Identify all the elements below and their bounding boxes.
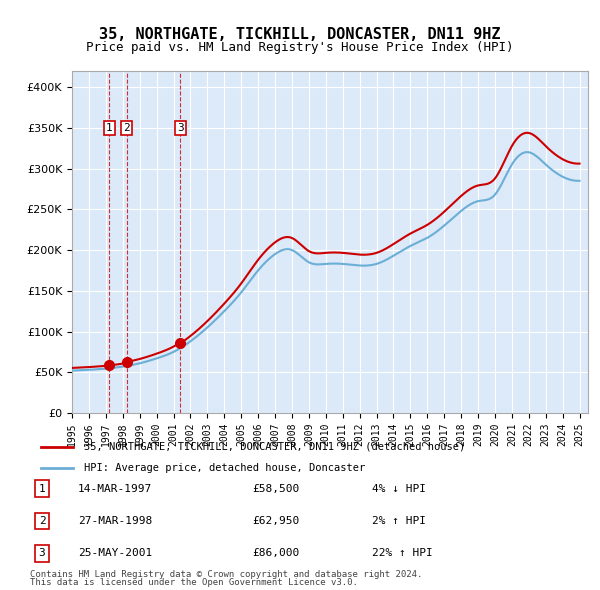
Text: 1: 1 bbox=[38, 484, 46, 493]
Text: 4% ↓ HPI: 4% ↓ HPI bbox=[372, 484, 426, 493]
Text: 35, NORTHGATE, TICKHILL, DONCASTER, DN11 9HZ (detached house): 35, NORTHGATE, TICKHILL, DONCASTER, DN11… bbox=[84, 442, 465, 452]
Text: Contains HM Land Registry data © Crown copyright and database right 2024.: Contains HM Land Registry data © Crown c… bbox=[30, 571, 422, 579]
Text: Price paid vs. HM Land Registry's House Price Index (HPI): Price paid vs. HM Land Registry's House … bbox=[86, 41, 514, 54]
Text: 2% ↑ HPI: 2% ↑ HPI bbox=[372, 516, 426, 526]
Text: 22% ↑ HPI: 22% ↑ HPI bbox=[372, 549, 433, 558]
Text: 3: 3 bbox=[177, 123, 184, 133]
Text: 27-MAR-1998: 27-MAR-1998 bbox=[78, 516, 152, 526]
Text: 3: 3 bbox=[38, 549, 46, 558]
Text: 1: 1 bbox=[106, 123, 113, 133]
Text: £58,500: £58,500 bbox=[252, 484, 299, 493]
Text: 25-MAY-2001: 25-MAY-2001 bbox=[78, 549, 152, 558]
Text: 2: 2 bbox=[38, 516, 46, 526]
Text: 2: 2 bbox=[123, 123, 130, 133]
Text: £62,950: £62,950 bbox=[252, 516, 299, 526]
Text: This data is licensed under the Open Government Licence v3.0.: This data is licensed under the Open Gov… bbox=[30, 578, 358, 587]
Text: 35, NORTHGATE, TICKHILL, DONCASTER, DN11 9HZ: 35, NORTHGATE, TICKHILL, DONCASTER, DN11… bbox=[99, 27, 501, 41]
Text: HPI: Average price, detached house, Doncaster: HPI: Average price, detached house, Donc… bbox=[84, 463, 365, 473]
Text: £86,000: £86,000 bbox=[252, 549, 299, 558]
Text: 14-MAR-1997: 14-MAR-1997 bbox=[78, 484, 152, 493]
